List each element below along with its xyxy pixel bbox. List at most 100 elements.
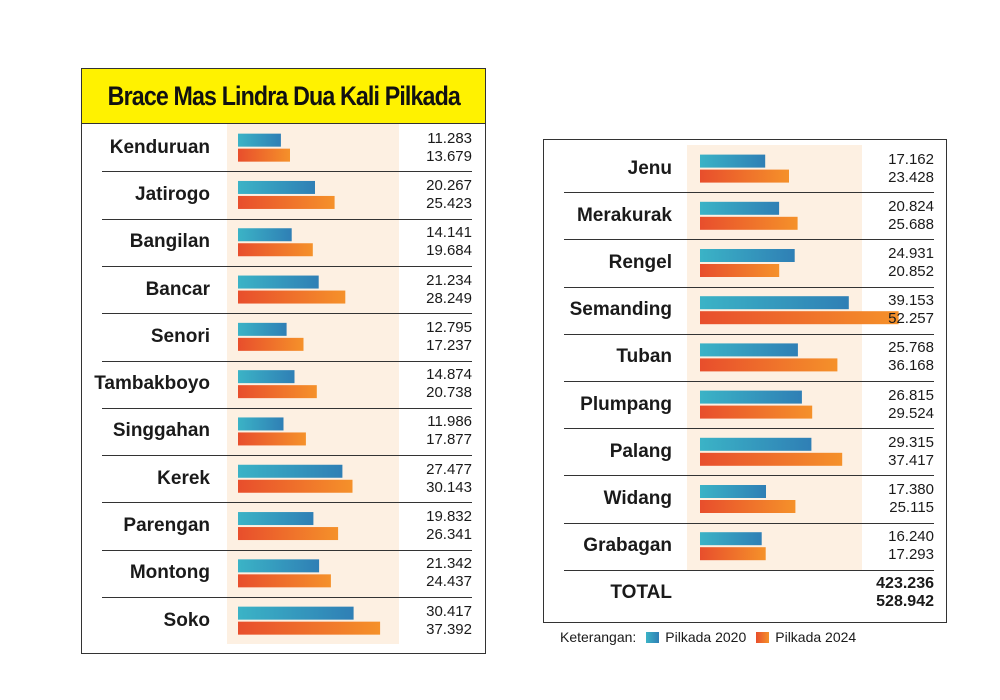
row-label: Widang <box>603 487 672 509</box>
row-label: Jenu <box>627 157 672 179</box>
row-values: 14.874 20.738 <box>382 361 472 408</box>
value-2024: 17.293 <box>888 546 934 564</box>
value-2024: 20.852 <box>888 262 934 280</box>
row-label: Montong <box>129 562 210 584</box>
value-2020: 30.417 <box>426 602 472 620</box>
row-divider <box>102 360 472 362</box>
row-bancar: Bancar 21.234 28.249 <box>82 266 485 313</box>
row-values: 27.477 30.143 <box>382 455 472 502</box>
value-2020: 21.234 <box>426 271 472 289</box>
bar-widang-2020 <box>700 485 766 498</box>
value-2020: 27.477 <box>426 460 472 478</box>
row-grabagan: Grabagan 16.240 17.293 <box>544 523 946 570</box>
value-2024: 25.423 <box>426 194 472 212</box>
total-row: TOTAL 423.236 528.942 <box>544 570 946 616</box>
legend-series-2024: Pilkada 2024 <box>775 629 857 645</box>
total-divider <box>564 569 934 571</box>
bar-merakurak-2020 <box>700 201 780 215</box>
row-senori: Senori 12.795 17.237 <box>82 313 485 360</box>
row-label: Plumpang <box>580 393 672 415</box>
bar-widang-2024 <box>700 500 796 513</box>
bar-montong-2024 <box>238 574 331 588</box>
row-values: 16.240 17.293 <box>844 523 934 570</box>
bar-tuban-2024 <box>700 358 838 372</box>
value-2024: 28.249 <box>426 289 472 307</box>
left-bars-svg <box>238 133 381 635</box>
row-merakurak: Merakurak 20.824 25.688 <box>544 192 946 239</box>
row-values: 21.234 28.249 <box>382 266 472 313</box>
row-label: Tambakboyo <box>94 373 210 395</box>
value-2024: 30.143 <box>426 478 472 496</box>
row-divider <box>102 549 472 551</box>
legend-label: Keterangan: <box>560 629 637 645</box>
bar-soko-2024 <box>238 621 381 635</box>
row-widang: Widang 17.380 25.115 <box>544 475 946 522</box>
value-2024: 37.417 <box>888 451 934 469</box>
bar-palang-2020 <box>700 437 812 451</box>
bar-area-shade <box>687 145 862 570</box>
bar-singgahan-2020 <box>238 417 284 431</box>
row-palang: Palang 29.315 37.417 <box>544 428 946 475</box>
bar-senori-2024 <box>238 337 304 351</box>
value-2024: 37.392 <box>426 620 472 638</box>
value-2024: 17.237 <box>426 336 472 354</box>
bar-parengan-2020 <box>238 512 314 526</box>
bar-rengel-2020 <box>700 249 795 262</box>
bar-senori-2020 <box>238 322 287 336</box>
row-values: 11.283 13.679 <box>382 124 472 171</box>
value-2020: 20.824 <box>888 197 934 215</box>
row-values: 26.815 29.524 <box>844 381 934 428</box>
row-values: 14.141 19.684 <box>382 219 472 266</box>
right-bars-svg <box>700 154 899 561</box>
legend-swatch-2020 <box>646 631 660 643</box>
bar-soko-2020 <box>238 606 354 620</box>
row-values: 19.832 26.341 <box>382 502 472 549</box>
bar-grabagan-2024 <box>700 547 766 561</box>
row-values: 20.824 25.688 <box>844 192 934 239</box>
row-divider <box>564 192 934 194</box>
bar-plumpang-2024 <box>700 405 813 419</box>
row-divider <box>102 265 472 267</box>
row-divider <box>102 407 472 409</box>
bar-merakurak-2024 <box>700 216 798 230</box>
value-2024: 36.168 <box>888 357 934 375</box>
row-bangilan: Bangilan 14.141 19.684 <box>82 219 485 266</box>
row-tuban: Tuban 25.768 36.168 <box>544 334 946 381</box>
legend-series-2020: Pilkada 2020 <box>665 629 747 645</box>
row-values: 20.267 25.423 <box>382 171 472 218</box>
row-divider <box>564 522 934 524</box>
value-2024: 19.684 <box>426 242 472 260</box>
row-values: 11.986 17.877 <box>382 408 472 455</box>
value-2024: 29.524 <box>888 404 934 422</box>
bar-jatirogo-2020 <box>238 180 315 194</box>
row-values: 17.380 25.115 <box>844 475 934 522</box>
value-2024: 24.437 <box>426 573 472 591</box>
value-2020: 26.815 <box>888 386 934 404</box>
value-2020: 25.768 <box>888 339 934 357</box>
total-values: 423.236 528.942 <box>844 570 934 616</box>
value-2020: 24.931 <box>888 244 934 262</box>
row-divider <box>564 239 934 241</box>
row-label: Palang <box>609 440 672 462</box>
row-label: Grabagan <box>583 535 672 557</box>
value-2024: 52.257 <box>888 310 934 328</box>
value-2020: 11.283 <box>427 129 472 147</box>
value-2020: 14.141 <box>426 224 472 242</box>
row-divider <box>102 171 472 173</box>
row-divider <box>564 286 934 288</box>
value-2024: 23.428 <box>888 168 934 186</box>
row-kerek: Kerek 27.477 30.143 <box>82 455 485 502</box>
row-label: Kerek <box>157 467 210 489</box>
row-label: Soko <box>163 609 210 631</box>
bar-tambakboyo-2024 <box>238 385 317 399</box>
row-values: 17.162 23.428 <box>844 145 934 192</box>
bar-rengel-2024 <box>700 264 780 277</box>
bar-bangilan-2020 <box>238 228 292 242</box>
bar-singgahan-2024 <box>238 432 306 446</box>
bar-plumpang-2020 <box>700 390 802 404</box>
bar-bancar-2020 <box>238 275 319 289</box>
legend-swatch-2024 <box>756 631 770 643</box>
row-values: 29.315 37.417 <box>844 428 934 475</box>
value-2024: 26.341 <box>426 526 472 544</box>
left-chart-panel: Brace Mas Lindra Dua Kali Pilkada Kendur… <box>81 68 486 654</box>
